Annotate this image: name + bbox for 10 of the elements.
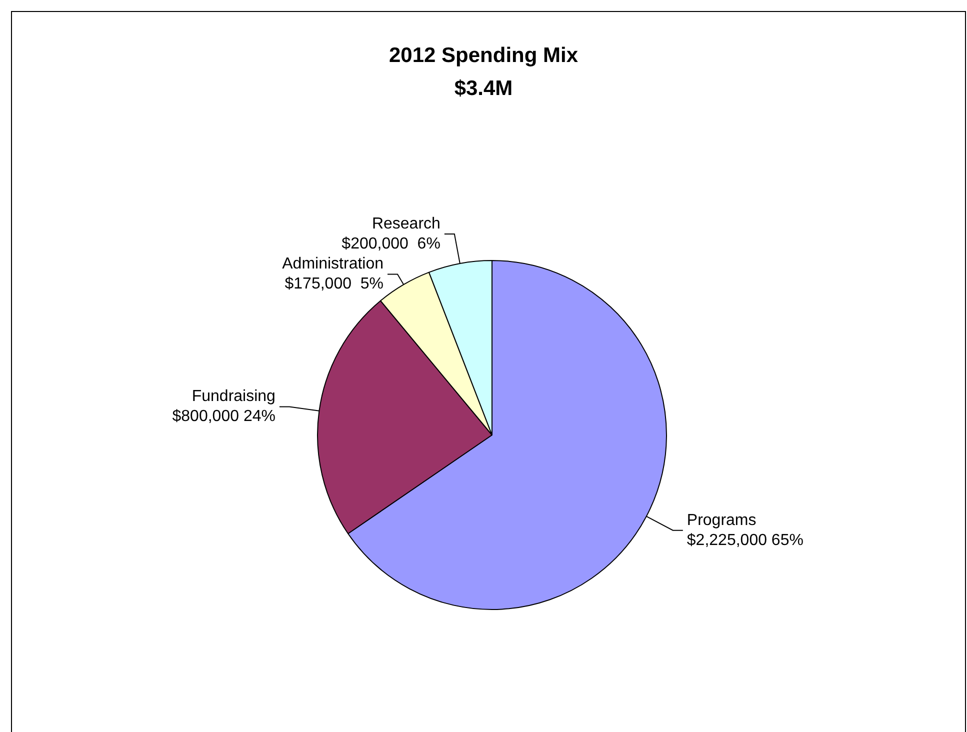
data-label: $175,000 5% [284,276,384,293]
data-label: $200,000 6% [342,235,440,252]
chart-title: 2012 Spending Mix [388,44,580,68]
slice-label: Programs [686,512,756,529]
data-label: $800,000 24% [172,408,276,426]
slice-label: Administration [282,256,384,273]
chart-subtitle: $3.4M [453,77,514,101]
data-label: $2,225,000 65% [686,532,804,549]
slice-label: Fundraising [192,388,276,406]
slice-label: Research [372,215,440,232]
